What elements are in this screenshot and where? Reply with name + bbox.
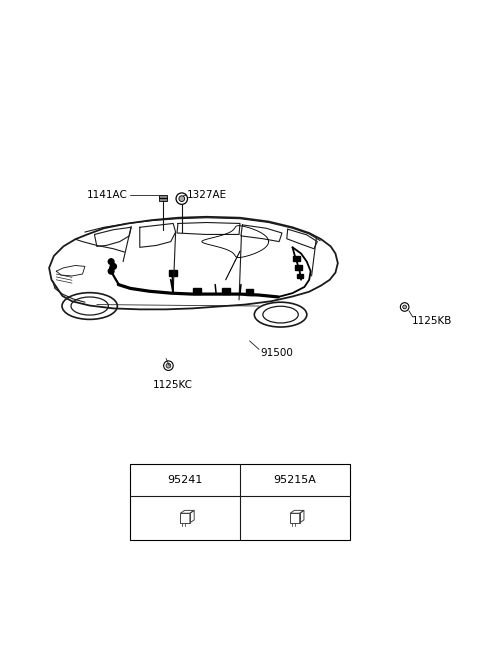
- Text: 95241: 95241: [168, 474, 203, 485]
- Bar: [293, 256, 300, 261]
- Bar: [295, 265, 301, 271]
- Circle shape: [111, 263, 116, 269]
- Text: 1125KC: 1125KC: [153, 380, 193, 390]
- Bar: [297, 274, 303, 278]
- Circle shape: [108, 269, 114, 274]
- Text: 1125KB: 1125KB: [412, 316, 452, 326]
- Text: 95215A: 95215A: [274, 474, 316, 485]
- Circle shape: [403, 305, 407, 309]
- Text: 1327AE: 1327AE: [187, 190, 227, 200]
- Bar: [222, 288, 229, 294]
- Bar: [130, 464, 350, 540]
- Bar: [159, 195, 167, 201]
- Text: 91500: 91500: [261, 348, 293, 358]
- Circle shape: [166, 364, 171, 368]
- Bar: [180, 514, 190, 523]
- Bar: [246, 290, 253, 295]
- Bar: [169, 271, 177, 276]
- Circle shape: [108, 259, 114, 265]
- Text: 1141AC: 1141AC: [87, 190, 128, 200]
- Bar: [193, 288, 201, 294]
- Circle shape: [179, 196, 185, 202]
- Bar: [290, 514, 300, 523]
